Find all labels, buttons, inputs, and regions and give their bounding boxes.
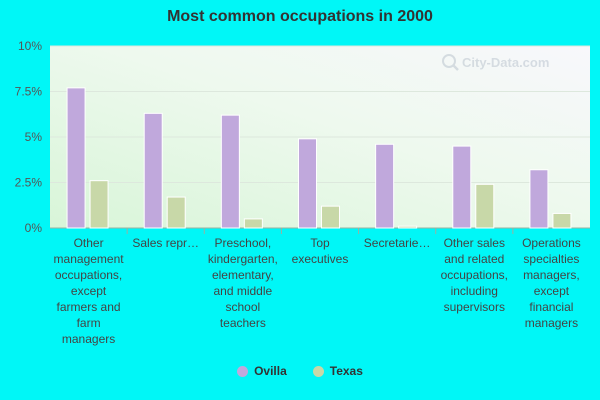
svg-text:City-Data.com: City-Data.com: [462, 55, 549, 70]
y-tick-label: 2.5%: [15, 176, 43, 190]
bar-ovilla[interactable]: [375, 143, 395, 229]
x-category-label: Operations specialties managers, except fina…: [522, 236, 581, 330]
y-tick-label: 7.5%: [15, 85, 43, 99]
legend-label: Texas: [329, 364, 363, 378]
bar-texas[interactable]: [243, 218, 263, 229]
bar-texas[interactable]: [89, 180, 109, 229]
x-category-label: Preschool, kindergarten, elementary, and mi…: [208, 236, 278, 330]
bar-ovilla[interactable]: [529, 169, 549, 229]
x-category-label: Other sales and related occupations, includ…: [441, 236, 508, 314]
legend-label: Ovilla: [254, 364, 287, 378]
legend-swatch: [237, 365, 249, 377]
y-tick-label: 10%: [18, 39, 42, 53]
bar-ovilla[interactable]: [66, 87, 86, 229]
bar-texas[interactable]: [552, 212, 572, 229]
bar-texas[interactable]: [398, 225, 418, 229]
bar-ovilla[interactable]: [220, 114, 240, 229]
bar-texas[interactable]: [166, 196, 186, 229]
bar-texas[interactable]: [321, 205, 340, 229]
y-tick-label: 5%: [25, 130, 43, 144]
legend-item-ovilla[interactable]: Ovilla: [237, 364, 287, 378]
x-category-label: Other management occupations, except farmers…: [54, 236, 125, 346]
chart-title: Most common occupations in 2000: [167, 8, 433, 25]
x-category-label: Top executives: [292, 236, 349, 266]
y-tick-label: 0%: [25, 221, 43, 235]
x-category-label: Sales repr…: [132, 236, 199, 250]
legend-swatch: [312, 365, 324, 377]
bar-texas[interactable]: [475, 183, 495, 229]
watermark-logo: City-Data.com: [442, 54, 549, 71]
bar-ovilla[interactable]: [143, 112, 163, 229]
bar-ovilla[interactable]: [452, 145, 472, 229]
bar-ovilla[interactable]: [298, 138, 317, 229]
legend: Ovilla Texas: [0, 364, 600, 378]
legend-item-texas[interactable]: Texas: [312, 364, 363, 378]
x-category-label: Secretarie…: [364, 236, 431, 250]
